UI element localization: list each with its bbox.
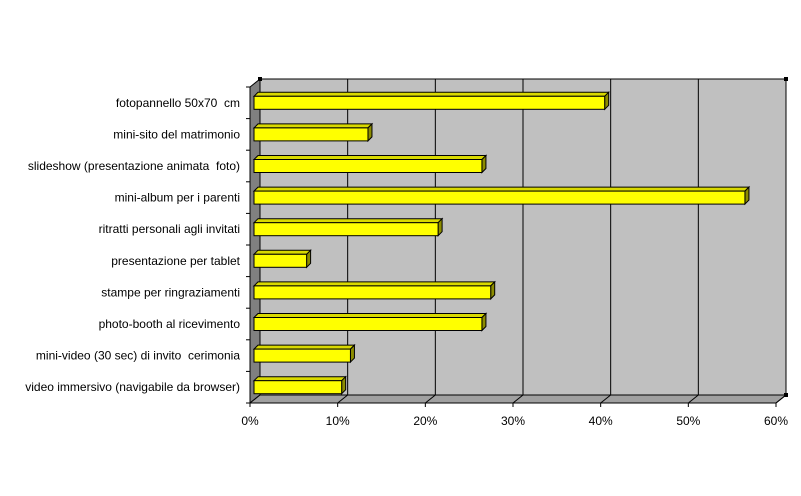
corner-mark-2 <box>784 393 788 397</box>
bar-top-6 <box>252 281 496 287</box>
x-tick-label-3: 30% <box>501 414 525 428</box>
bar-front-3 <box>253 190 746 205</box>
corner-mark-1 <box>784 77 788 81</box>
x-tick-label-2: 20% <box>413 414 437 428</box>
bar-top-0 <box>252 91 610 97</box>
bar-3 <box>252 185 751 206</box>
category-label-9: video immersivo (navigabile da browser) <box>25 380 240 394</box>
category-label-8: mini-video (30 sec) di invito cerimonia <box>36 349 240 363</box>
gridline-floor-4 <box>600 394 611 404</box>
bar-0 <box>252 91 610 111</box>
bar-front-8 <box>253 348 351 363</box>
bar-front-4 <box>253 222 439 237</box>
x-tick-label-4: 40% <box>589 414 613 428</box>
bar-front-0 <box>253 95 606 110</box>
bar-4 <box>252 217 444 237</box>
bar-top-5 <box>252 249 312 255</box>
gridline-floor-2 <box>425 394 436 404</box>
gridline-floor-5 <box>688 394 699 404</box>
bar-top-8 <box>252 344 356 350</box>
bar-6 <box>252 280 496 301</box>
x-tick-label-0: 0% <box>241 414 259 428</box>
category-label-4: ritratti personali agli invitati <box>99 222 240 236</box>
bar-top-3 <box>252 186 751 192</box>
category-label-1: mini-sito del matrimonio <box>113 127 240 141</box>
bar-front-7 <box>253 317 483 331</box>
bar-front-2 <box>253 159 483 173</box>
bar-front-5 <box>253 253 308 268</box>
bar-7 <box>252 312 488 332</box>
gridline-floor-1 <box>337 394 348 404</box>
category-label-7: photo-booth al ricevimento <box>99 317 241 331</box>
bar-9 <box>252 375 347 395</box>
bar-5 <box>252 249 312 269</box>
bar-top-7 <box>252 313 488 318</box>
corner-mark-0 <box>258 77 262 81</box>
bar-top-4 <box>252 218 444 224</box>
category-label-2: slideshow (presentazione animata foto) <box>28 159 240 173</box>
bar-top-9 <box>252 376 347 382</box>
category-label-3: mini-album per i parenti <box>115 191 240 205</box>
x-tick-label-1: 10% <box>326 414 350 428</box>
bar-top-1 <box>252 123 374 129</box>
bar-8 <box>252 343 356 364</box>
x-tick-label-6: 60% <box>764 414 788 428</box>
category-label-5: presentazione per tablet <box>111 254 240 268</box>
gridline-floor-3 <box>512 394 524 404</box>
bar-front-1 <box>253 127 369 142</box>
bar-1 <box>252 122 374 143</box>
bar-2 <box>252 154 488 174</box>
category-label-6: stampe per ringraziamenti <box>101 285 240 299</box>
bar-front-9 <box>253 380 343 395</box>
bar-front-6 <box>253 285 492 300</box>
bar-top-2 <box>252 155 488 160</box>
x-tick-label-5: 50% <box>676 414 700 428</box>
category-label-0: fotopannello 50x70 cm <box>116 96 240 110</box>
